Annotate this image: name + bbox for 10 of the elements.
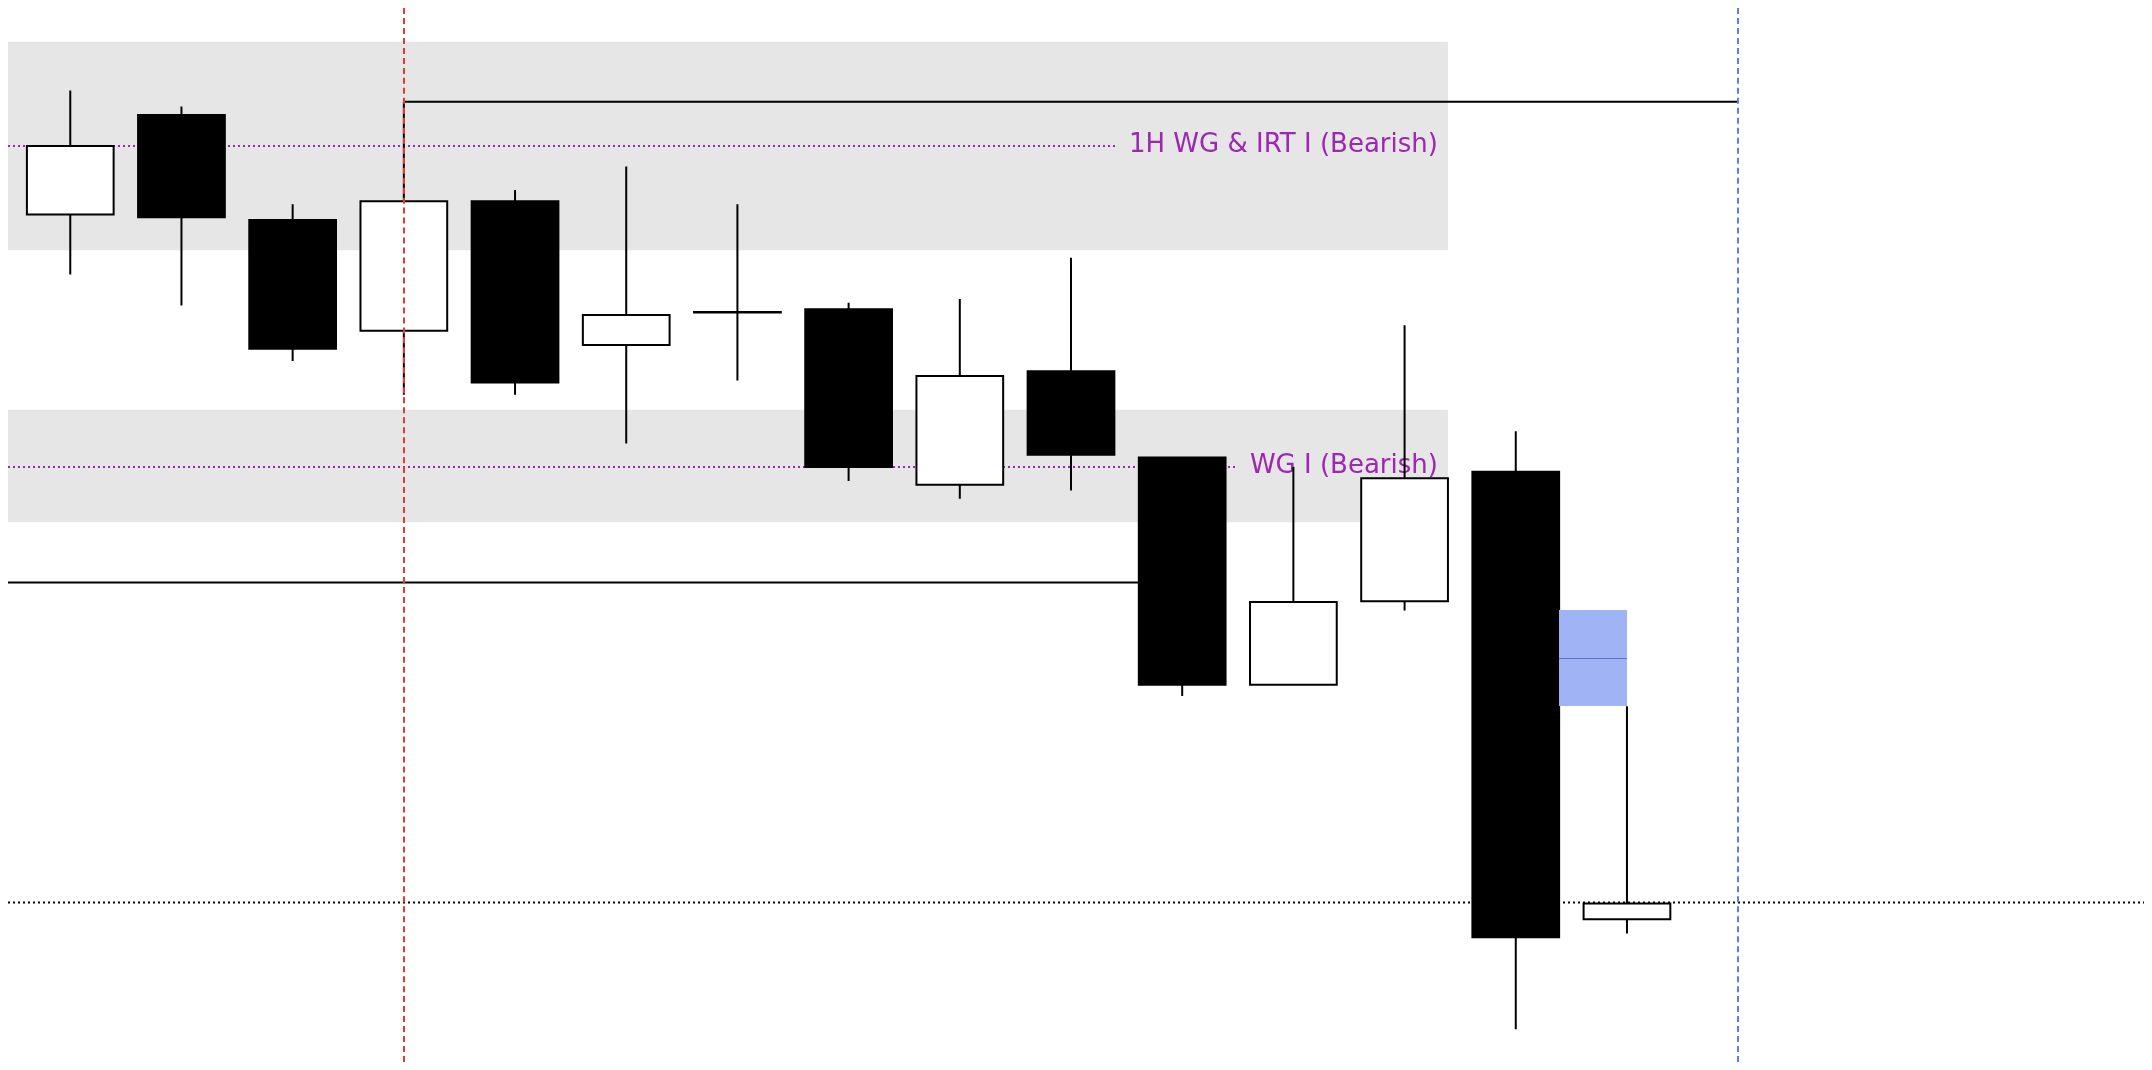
candlestick bbox=[804, 301, 893, 483]
candlestick bbox=[137, 105, 226, 307]
candlestick bbox=[1026, 256, 1116, 492]
candlestick bbox=[915, 297, 1005, 500]
candlestick bbox=[248, 203, 338, 362]
ref-line-label: 1H WG & IRT I (Bearish) bbox=[1129, 127, 1438, 158]
candlestick bbox=[25, 89, 115, 276]
candlestick bbox=[470, 189, 560, 396]
candlestick bbox=[693, 203, 782, 382]
candlestick bbox=[581, 165, 671, 445]
